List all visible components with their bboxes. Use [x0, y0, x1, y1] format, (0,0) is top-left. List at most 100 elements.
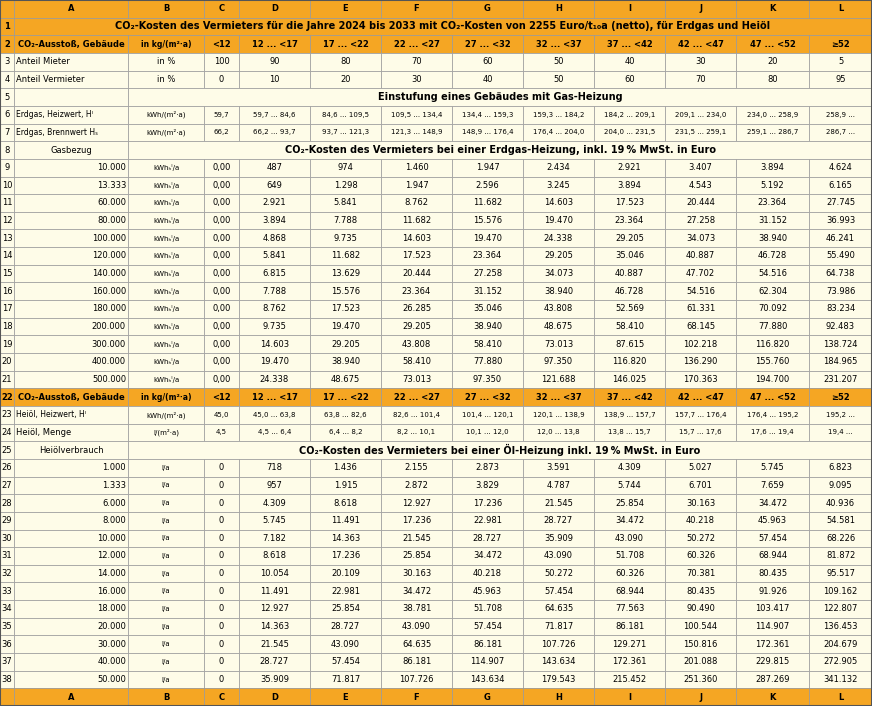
- Text: 24.338: 24.338: [544, 234, 573, 243]
- Bar: [239, 176, 310, 194]
- Text: 32: 32: [2, 569, 12, 578]
- Text: A: A: [68, 4, 74, 13]
- Text: 129.271: 129.271: [612, 640, 647, 649]
- Bar: [239, 477, 310, 494]
- Bar: [14, 494, 128, 512]
- Text: 38: 38: [2, 675, 12, 684]
- Text: l/a: l/a: [161, 553, 170, 559]
- Bar: [310, 530, 381, 547]
- Bar: [665, 318, 736, 335]
- Bar: [665, 282, 736, 300]
- Text: kWhₕᴵ/a: kWhₕᴵ/a: [153, 270, 179, 277]
- Bar: [14, 406, 128, 424]
- Bar: [452, 635, 523, 653]
- Bar: [381, 265, 452, 282]
- Bar: [310, 600, 381, 618]
- Bar: [381, 600, 452, 618]
- Text: 35.046: 35.046: [615, 251, 644, 261]
- Text: 23.364: 23.364: [615, 216, 644, 225]
- Bar: [381, 353, 452, 371]
- Text: 23: 23: [2, 410, 12, 419]
- Text: 0,00: 0,00: [212, 287, 231, 296]
- Bar: [665, 353, 736, 371]
- Text: 80.435: 80.435: [686, 587, 715, 596]
- Bar: [204, 247, 239, 265]
- Text: 0: 0: [219, 463, 224, 472]
- Bar: [736, 53, 809, 71]
- Bar: [14, 300, 128, 318]
- Bar: [204, 282, 239, 300]
- Bar: [310, 494, 381, 512]
- Text: 82,6 ... 101,4: 82,6 ... 101,4: [393, 412, 440, 418]
- Text: 13.629: 13.629: [331, 269, 360, 278]
- Text: 12.927: 12.927: [260, 604, 289, 614]
- Bar: [0, 318, 14, 335]
- Bar: [128, 282, 204, 300]
- Text: 17 ... <22: 17 ... <22: [323, 393, 369, 402]
- Bar: [736, 318, 809, 335]
- Bar: [310, 159, 381, 176]
- Bar: [594, 318, 665, 335]
- Bar: [736, 247, 809, 265]
- Text: 80.435: 80.435: [758, 569, 787, 578]
- Text: kWhₕᴵ/a: kWhₕᴵ/a: [153, 323, 179, 330]
- Bar: [14, 106, 128, 124]
- Text: kWh/(m²·a): kWh/(m²·a): [146, 128, 186, 136]
- Text: in %: in %: [157, 57, 175, 66]
- Bar: [204, 635, 239, 653]
- Text: 31.152: 31.152: [758, 216, 787, 225]
- Text: 138,9 ... 157,7: 138,9 ... 157,7: [603, 412, 656, 418]
- Text: 22 ... <27: 22 ... <27: [393, 40, 439, 49]
- Bar: [204, 424, 239, 441]
- Text: kWhₕᴵ/a: kWhₕᴵ/a: [153, 200, 179, 206]
- Bar: [204, 35, 239, 53]
- Bar: [736, 459, 809, 477]
- Bar: [310, 0, 381, 18]
- Text: 43.090: 43.090: [615, 534, 644, 543]
- Text: C: C: [219, 4, 225, 13]
- Text: 3.245: 3.245: [547, 181, 570, 190]
- Bar: [809, 124, 872, 141]
- Bar: [381, 212, 452, 229]
- Bar: [452, 512, 523, 530]
- Text: 2.921: 2.921: [617, 163, 641, 172]
- Bar: [239, 582, 310, 600]
- Text: Erdgas, Heizwert, Hᴵ: Erdgas, Heizwert, Hᴵ: [16, 110, 93, 119]
- Text: 14.603: 14.603: [402, 234, 431, 243]
- Text: 6.823: 6.823: [828, 463, 853, 472]
- Text: 80: 80: [340, 57, 351, 66]
- Text: 23.364: 23.364: [402, 287, 431, 296]
- Text: 40.887: 40.887: [615, 269, 644, 278]
- Text: 40.000: 40.000: [97, 657, 126, 666]
- Bar: [0, 18, 14, 35]
- Text: 90: 90: [269, 57, 280, 66]
- Bar: [809, 653, 872, 671]
- Text: 27: 27: [2, 481, 12, 490]
- Bar: [310, 53, 381, 71]
- Text: in kg/(m²·a): in kg/(m²·a): [140, 40, 191, 49]
- Text: 6.165: 6.165: [828, 181, 853, 190]
- Text: 13.333: 13.333: [97, 181, 126, 190]
- Text: 83.234: 83.234: [826, 304, 855, 313]
- Bar: [310, 371, 381, 388]
- Text: 0: 0: [219, 75, 224, 84]
- Bar: [239, 494, 310, 512]
- Text: 0: 0: [219, 622, 224, 631]
- Bar: [14, 229, 128, 247]
- Bar: [381, 35, 452, 53]
- Text: 17.236: 17.236: [402, 516, 431, 525]
- Bar: [14, 282, 128, 300]
- Bar: [665, 229, 736, 247]
- Text: 4.309: 4.309: [617, 463, 642, 472]
- Text: 29: 29: [2, 516, 12, 525]
- Bar: [381, 53, 452, 71]
- Text: 17.523: 17.523: [402, 251, 431, 261]
- Text: 26.285: 26.285: [402, 304, 431, 313]
- Bar: [523, 35, 594, 53]
- Bar: [452, 247, 523, 265]
- Bar: [310, 565, 381, 582]
- Text: 0: 0: [219, 587, 224, 596]
- Bar: [594, 459, 665, 477]
- Text: 50.272: 50.272: [686, 534, 715, 543]
- Text: 10: 10: [269, 75, 280, 84]
